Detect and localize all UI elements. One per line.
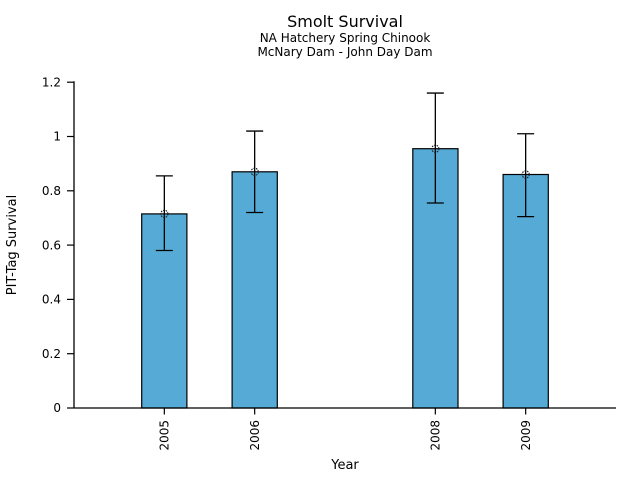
- x-tick-label-2006: 2006: [248, 420, 262, 451]
- marker-2005: [160, 209, 169, 219]
- x-tick-label-2009: 2009: [519, 420, 533, 451]
- x-axis-title: Year: [331, 458, 359, 473]
- marker-2008: [431, 144, 440, 153]
- y-tick-label-0.4: 0.4: [42, 293, 61, 307]
- y-tick-label-0.6: 0.6: [42, 238, 61, 252]
- y-tick-label-0.2: 0.2: [42, 347, 61, 361]
- title-block: Smolt Survival NA Hatchery Spring Chinoo…: [74, 12, 616, 59]
- chart-title: Smolt Survival: [287, 12, 403, 31]
- x-tick-label-2005: 2005: [158, 420, 172, 451]
- marker-2006: [250, 167, 259, 176]
- y-tick-label-1: 1: [53, 130, 61, 144]
- marker-2009: [521, 170, 530, 179]
- chart-subtitle-line2: McNary Dam - John Day Dam: [257, 45, 433, 59]
- y-axis-title: PIT-Tag Survival: [5, 194, 20, 296]
- y-tick-label-0.8: 0.8: [42, 184, 61, 198]
- y-tick-label-1.2: 1.2: [42, 75, 61, 89]
- y-tick-label-0: 0: [53, 401, 61, 415]
- chart-subtitle-line1: NA Hatchery Spring Chinook: [259, 31, 431, 45]
- x-tick-label-2008: 2008: [429, 420, 443, 451]
